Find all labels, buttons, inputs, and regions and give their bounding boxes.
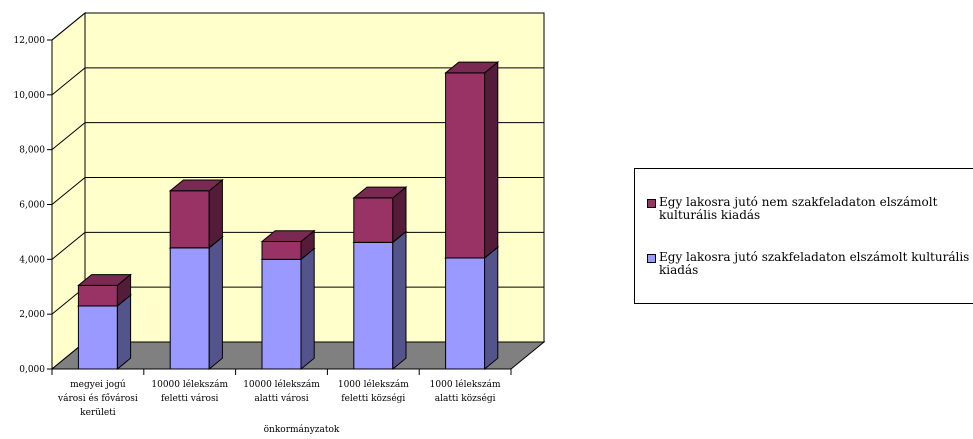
x-tick-label-0-0: megyei jogú [70, 379, 126, 390]
bar-0-4-side [484, 246, 499, 371]
gridline-6 [51, 12, 544, 41]
bar-0-1-front [169, 247, 210, 370]
bar-0-2-front [261, 258, 302, 370]
x-tick-label-0-2: kerületi [80, 408, 116, 418]
x-tick-label-4-1: alatti községi [435, 393, 496, 404]
bar-0-2-side [300, 247, 315, 371]
gridline-5 [51, 67, 544, 96]
bar-0-0-front [77, 305, 118, 370]
y-tick-label-3: 6,000 [19, 201, 45, 211]
gridline-4 [51, 122, 544, 151]
x-tick-label-3-1: feletti községi [341, 393, 405, 404]
x-tick-label-2-0: 10000 lélekszám [243, 379, 320, 390]
bar-1-1-front [169, 190, 210, 249]
bar-1-3-top [352, 186, 408, 199]
bar-1-4-top [444, 61, 500, 74]
legend-swatch-nem-szakfeladat [647, 199, 656, 208]
legend-label-szakfeladat: Egy lakosra jutó szakfeladaton elszámolt… [659, 250, 970, 277]
legend-label-nem-szakfeladat: Egy lakosra jutó nem szakfeladaton elszá… [659, 195, 938, 222]
bar-1-2-front [261, 241, 302, 260]
x-tick-label-1-1: feletti városi [161, 393, 219, 404]
x-tick-label-2-1: alatti városi [254, 393, 308, 404]
bar-1-0-front [77, 284, 118, 307]
y-tick-label-4: 8,000 [19, 146, 45, 156]
x-tick-label-0-1: városi és fővárosi [57, 393, 138, 404]
x-axis-title: önkormányzatok [264, 424, 340, 435]
gridline-3 [51, 177, 544, 205]
y-tick-label-6: 12,000 [14, 36, 46, 46]
y-tick-label-5: 10,000 [14, 91, 46, 101]
legend-swatch-szakfeladat [647, 254, 656, 263]
bar-0-3-front [353, 241, 394, 370]
x-tick-label-1-0: 10000 lélekszám [151, 379, 228, 390]
bar-1-1-top [168, 179, 224, 192]
bar-1-2-top [260, 230, 316, 243]
legend: Egy lakosra jutó nem szakfeladaton elszá… [634, 168, 973, 304]
bar-1-4-front [445, 72, 486, 259]
x-tick-label-4-0: 1000 lélekszám [430, 379, 501, 390]
y-tick-label-2: 4,000 [19, 255, 45, 265]
bar-0-1-side [208, 235, 223, 371]
bar-1-3-front [353, 197, 394, 243]
y-tick-label-1: 2,000 [19, 310, 45, 320]
bar-1-4-side [484, 61, 499, 260]
bar-0-4-front [445, 257, 486, 370]
x-tick-label-3-0: 1000 lélekszám [338, 379, 409, 390]
bar-1-1-side [208, 178, 223, 249]
y-tick-label-0: 0,000 [19, 365, 45, 375]
bar-1-0-top [76, 274, 133, 286]
bar-0-0-side [116, 294, 132, 371]
bar-0-3-side [392, 230, 407, 371]
